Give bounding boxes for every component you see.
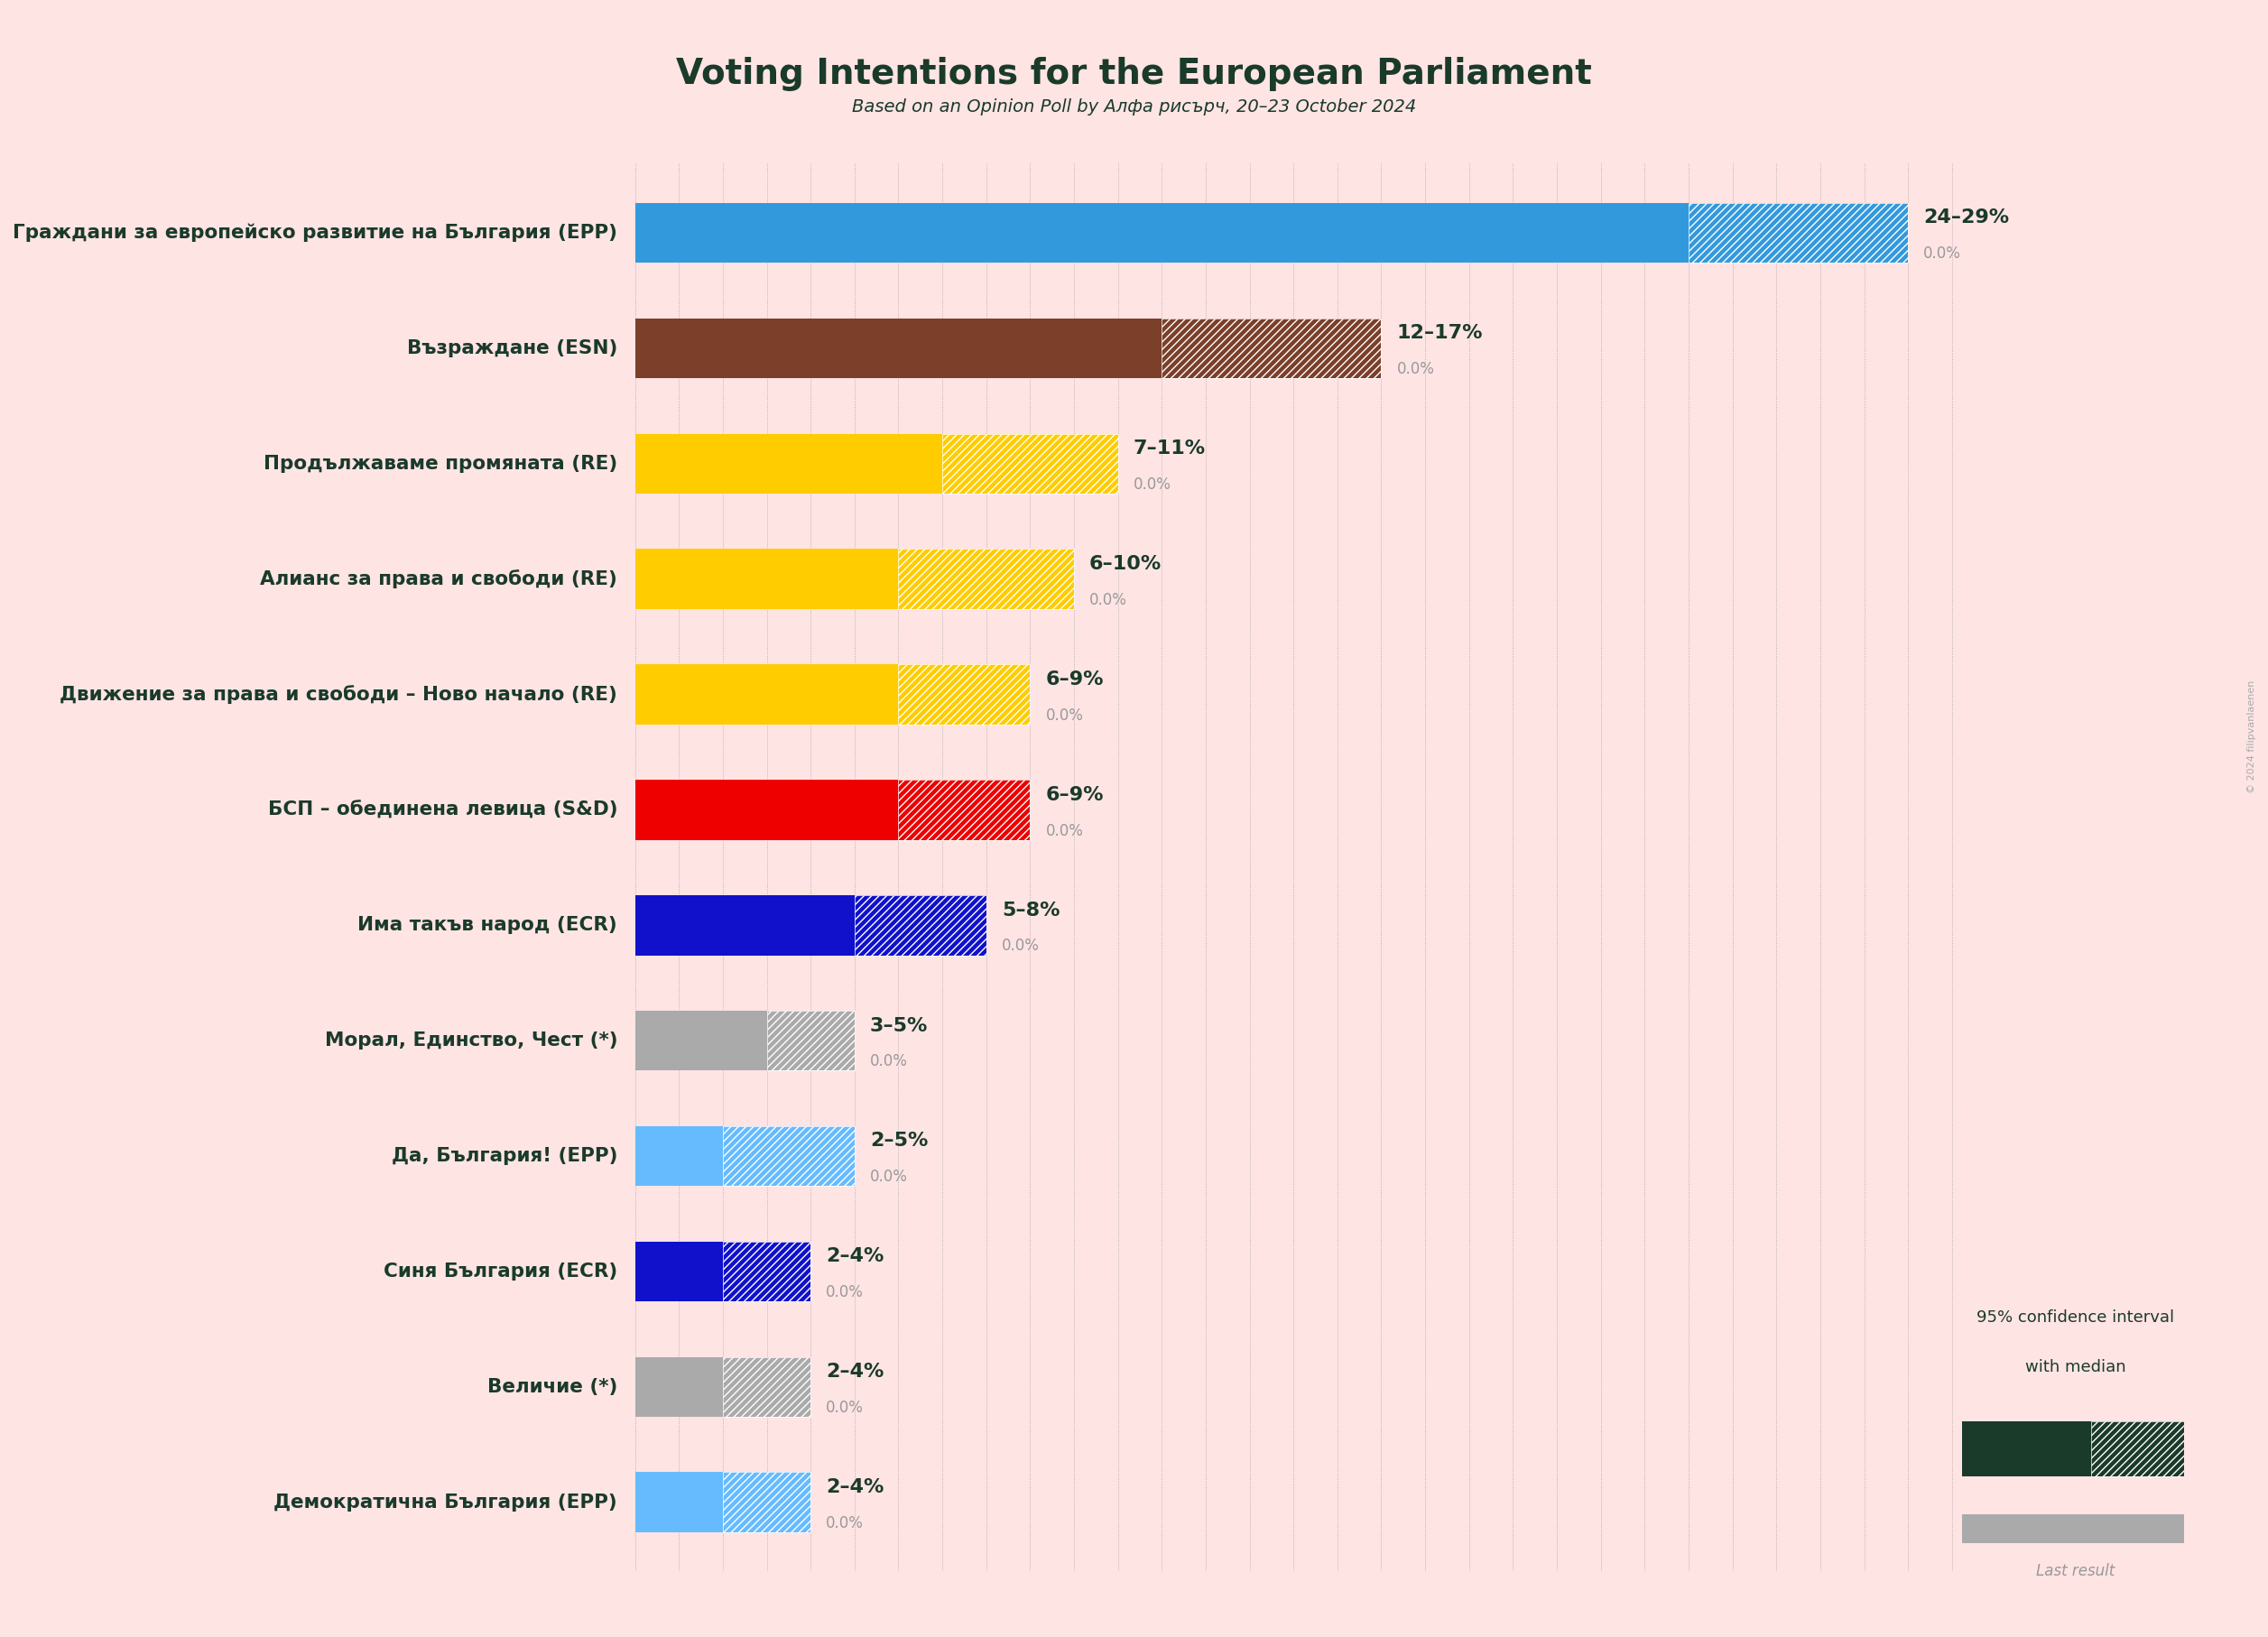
Bar (723, 1357, 810, 1418)
Text: 5–8%: 5–8% (1002, 902, 1059, 920)
Bar (898, 548, 1075, 609)
Bar (1690, 203, 1907, 264)
Text: 95% confidence interval: 95% confidence interval (1975, 1310, 2175, 1326)
Text: 0.0%: 0.0% (1134, 476, 1170, 493)
Bar (1962, 1514, 2184, 1544)
Text: 0.0%: 0.0% (1002, 938, 1039, 954)
Text: 2–4%: 2–4% (826, 1364, 885, 1382)
Text: Морал, Единство, Чест (*): Морал, Единство, Чест (*) (324, 1031, 617, 1049)
Text: Based on an Opinion Poll by Алфа рисърч, 20–23 October 2024: Based on an Opinion Poll by Алфа рисърч,… (853, 98, 1415, 115)
Bar (635, 1357, 723, 1418)
Bar (635, 895, 855, 956)
Bar (898, 548, 1075, 609)
Text: 6–9%: 6–9% (1046, 786, 1105, 804)
Bar (635, 1241, 723, 1301)
Bar (635, 548, 898, 609)
Text: 0.0%: 0.0% (1089, 591, 1127, 607)
Bar (2091, 1421, 2184, 1477)
Bar (767, 1010, 855, 1071)
Text: Last result: Last result (2037, 1563, 2114, 1580)
Bar (635, 1472, 723, 1532)
Bar (635, 779, 898, 840)
Text: Алианс за права и свободи (RE): Алианс за права и свободи (RE) (261, 570, 617, 589)
Bar (1962, 1421, 2091, 1477)
Text: 2–5%: 2–5% (871, 1133, 928, 1151)
Bar (723, 1472, 810, 1532)
Bar (723, 1126, 855, 1187)
Text: Продължаваме промяната (RE): Продължаваме промяната (RE) (263, 455, 617, 473)
Text: Възраждане (ESN): Възраждане (ESN) (406, 339, 617, 357)
Bar (941, 434, 1118, 494)
Text: 6–10%: 6–10% (1089, 555, 1161, 573)
Text: Граждани за европейско развитие на България (EPP): Граждани за европейско развитие на Бълга… (14, 224, 617, 242)
Bar (723, 1126, 855, 1187)
Bar (723, 1241, 810, 1301)
Text: 3–5%: 3–5% (871, 1017, 928, 1035)
Bar (635, 203, 1690, 264)
Bar (898, 779, 1030, 840)
Text: Величие (*): Величие (*) (488, 1378, 617, 1396)
Bar (635, 318, 1161, 378)
Bar (941, 434, 1118, 494)
Text: Да, България! (EPP): Да, България! (EPP) (392, 1148, 617, 1166)
Text: 6–9%: 6–9% (1046, 671, 1105, 689)
Text: Демократична България (EPP): Демократична България (EPP) (274, 1493, 617, 1511)
Bar (635, 1010, 767, 1071)
Text: 0.0%: 0.0% (1046, 707, 1084, 724)
Text: БСП – обединена левица (S&D): БСП – обединена левица (S&D) (268, 800, 617, 818)
Text: 2–4%: 2–4% (826, 1247, 885, 1265)
Text: Voting Intentions for the European Parliament: Voting Intentions for the European Parli… (676, 57, 1592, 92)
Text: 0.0%: 0.0% (826, 1514, 864, 1531)
Bar (635, 1126, 723, 1187)
Text: Движение за права и свободи – Ново начало (RE): Движение за права и свободи – Ново начал… (59, 684, 617, 704)
Text: 7–11%: 7–11% (1134, 440, 1207, 458)
Text: 12–17%: 12–17% (1397, 324, 1483, 342)
Text: 0.0%: 0.0% (1397, 362, 1433, 377)
Bar (1161, 318, 1381, 378)
Text: 0.0%: 0.0% (1923, 246, 1962, 262)
Bar (1161, 318, 1381, 378)
Bar (767, 1010, 855, 1071)
Bar (898, 665, 1030, 725)
Bar (635, 665, 898, 725)
Text: Има такъв народ (ECR): Има такъв народ (ECR) (358, 917, 617, 935)
Bar (723, 1357, 810, 1418)
Bar (898, 779, 1030, 840)
Bar (2091, 1421, 2184, 1477)
Bar (855, 895, 987, 956)
Text: 0.0%: 0.0% (871, 1053, 907, 1069)
Text: 0.0%: 0.0% (826, 1283, 864, 1300)
Text: 0.0%: 0.0% (1046, 822, 1084, 838)
Bar (898, 665, 1030, 725)
Text: with median: with median (2025, 1359, 2125, 1375)
Text: © 2024 filipvanlaenen: © 2024 filipvanlaenen (2248, 679, 2257, 794)
Bar (635, 434, 941, 494)
Bar (723, 1241, 810, 1301)
Bar (723, 1472, 810, 1532)
Bar (1690, 203, 1907, 264)
Text: Синя България (ECR): Синя България (ECR) (383, 1262, 617, 1280)
Text: 2–4%: 2–4% (826, 1478, 885, 1496)
Bar (855, 895, 987, 956)
Text: 0.0%: 0.0% (871, 1169, 907, 1185)
Text: 0.0%: 0.0% (826, 1400, 864, 1416)
Text: 24–29%: 24–29% (1923, 210, 2009, 228)
